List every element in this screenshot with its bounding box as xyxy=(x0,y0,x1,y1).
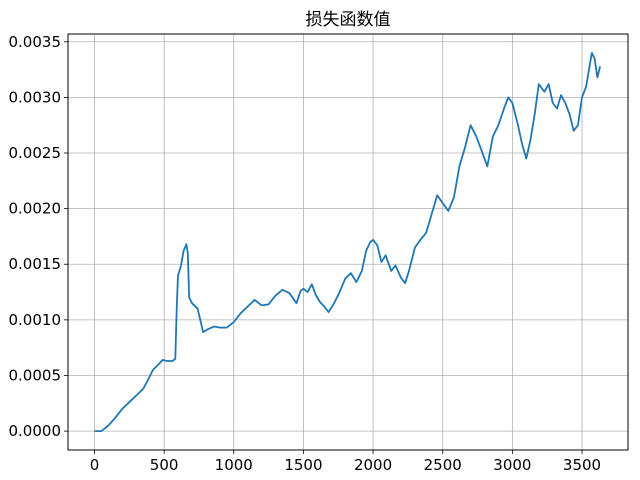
y-tick-label: 0.0025 xyxy=(9,144,62,162)
y-tick-label: 0.0030 xyxy=(9,88,62,106)
chart-title: 损失函数值 xyxy=(306,10,391,30)
x-tick-label: 500 xyxy=(150,456,179,474)
y-tick-label: 0.0000 xyxy=(9,422,62,440)
y-tick-label: 0.0035 xyxy=(9,33,62,51)
x-tick-label: 0 xyxy=(90,456,100,474)
loss-series-line xyxy=(94,52,601,432)
series-layer xyxy=(94,52,601,432)
plot-area-frame xyxy=(67,33,629,451)
x-tick-label: 1000 xyxy=(215,456,253,474)
x-axis: 0 500 1000 1500 2000 2500 3000 3500 xyxy=(90,450,601,474)
x-tick-label: 3500 xyxy=(563,456,601,474)
grid-lines xyxy=(68,34,628,450)
y-tick-label: 0.0010 xyxy=(9,311,62,329)
y-axis: 0.0000 0.0005 0.0010 0.0015 0.0020 0.0025 0.00… xyxy=(9,33,68,440)
y-tick-label: 0.0015 xyxy=(9,255,62,273)
x-tick-label: 2500 xyxy=(424,456,462,474)
y-tick-label: 0.0005 xyxy=(9,366,62,384)
x-tick-label: 3000 xyxy=(493,456,531,474)
x-tick-label: 1500 xyxy=(284,456,322,474)
x-tick-label: 2000 xyxy=(354,456,392,474)
y-tick-label: 0.0020 xyxy=(9,200,62,218)
